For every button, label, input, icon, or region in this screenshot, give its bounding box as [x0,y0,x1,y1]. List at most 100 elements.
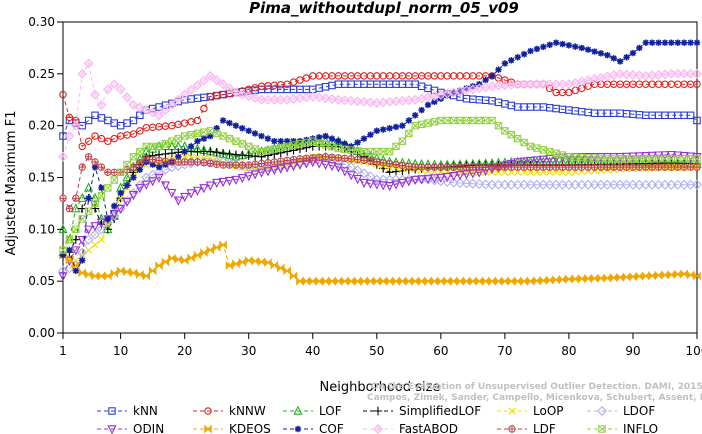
data-point-lof [77,192,87,202]
legend: kNN kNNW LOF SimplifiedLOF LoOP LDOF ODIN KDEOS… [97,404,658,434]
x-tick-label: 1 [59,344,67,358]
data-point-ldf [136,159,144,167]
data-point-cof [290,138,297,145]
data-point-fastabod [314,92,325,103]
data-point-cof [239,125,246,132]
data-point-kdeos [251,256,259,266]
data-point-kdeos [437,276,445,286]
data-point-ldof [634,179,645,190]
data-point-cof [373,127,380,135]
data-point-cof [335,138,342,145]
data-point-ldof [672,179,683,190]
data-point-inflo [232,137,240,145]
data-point-cof [219,117,227,124]
data-point-kdeos [168,253,176,263]
data-point-knnw [289,78,298,86]
legend-item-kdeos: KDEOS [193,422,271,434]
data-point-odin [256,168,267,178]
data-point-ldof [576,179,587,190]
data-point-cof [623,54,630,61]
data-point-kdeos [597,273,605,283]
data-point-lof [122,172,132,182]
data-point-ldof [531,179,542,190]
data-point-inflo [91,199,99,208]
data-point-ldof [589,179,600,190]
data-point-kdeos [238,257,247,267]
data-point-kdeos [283,266,291,276]
data-point-odin [372,180,382,190]
legend-marker-lof [293,405,303,415]
data-point-kdeos [629,272,637,282]
data-point-inflo [546,147,554,156]
data-point-ldof [640,179,651,190]
data-point-ldf [341,154,349,163]
data-point-inflo [411,121,419,130]
data-point-fastabod [218,79,229,90]
data-point-ldf [328,153,336,161]
data-point-fastabod [160,105,171,116]
data-point-ldf [456,163,464,171]
data-point-fastabod [230,87,241,98]
data-point-cof [642,39,649,46]
y-tick-label: 0.20 [28,119,55,133]
data-point-ldf [232,161,240,169]
data-point-fastabod [365,97,376,108]
data-point-ldof [333,156,344,167]
data-point-cof [629,49,637,57]
data-point-kdeos [642,271,650,281]
data-point-odin [404,177,414,187]
data-point-fastabod [512,79,523,90]
data-point-inflo [59,246,67,254]
data-point-inflo [84,207,93,215]
data-point-odin [327,162,337,172]
data-point-kdeos [366,276,375,286]
data-point-inflo [693,155,701,163]
data-point-fastabod [627,69,638,80]
data-point-ldof [96,224,107,235]
data-point-ldf [257,159,266,168]
data-point-ldf [373,158,381,166]
data-point-odin [397,178,408,189]
data-point-fastabod [519,79,530,90]
data-point-cof [66,246,73,254]
data-point-kdeos [667,270,676,280]
data-point-cof [616,58,624,65]
data-point-odin [385,182,395,192]
legend-label-ldof: LDOF [623,404,655,418]
data-point-kdeos [693,271,701,281]
data-point-inflo [219,132,227,140]
data-point-cof [360,135,368,142]
data-point-ldf [520,163,528,171]
data-point-cof [251,130,259,137]
data-point-odin [186,189,196,199]
y-tick-label: 0.25 [28,67,55,81]
data-point-fastabod [58,151,68,162]
data-point-cof [488,72,496,80]
data-point-ldof [570,179,581,190]
data-point-kdeos [680,269,688,279]
data-point-ldf [635,163,644,171]
data-point-fastabod [154,110,165,121]
data-point-cof [386,125,393,132]
data-point-cof [85,195,92,202]
data-point-ldf [661,163,669,171]
data-point-fastabod [359,96,369,107]
data-point-ldof [384,174,395,185]
data-point-kdeos [494,276,503,286]
data-point-ldf [469,163,477,171]
data-point-cof [495,66,502,73]
data-point-cof [591,48,598,55]
data-point-odin [218,177,228,188]
data-point-cof [584,46,592,53]
data-point-ldf [597,163,605,171]
data-point-ldof [647,179,658,190]
legend-marker-inflo [598,425,606,433]
data-point-cof [309,135,316,142]
data-point-cof [271,138,278,145]
data-point-kdeos [449,276,458,286]
data-point-ldof [512,179,523,190]
data-point-fastabod [557,79,568,90]
data-point-inflo [526,142,535,151]
data-point-kdeos [622,272,631,282]
data-point-knnw [78,142,86,151]
